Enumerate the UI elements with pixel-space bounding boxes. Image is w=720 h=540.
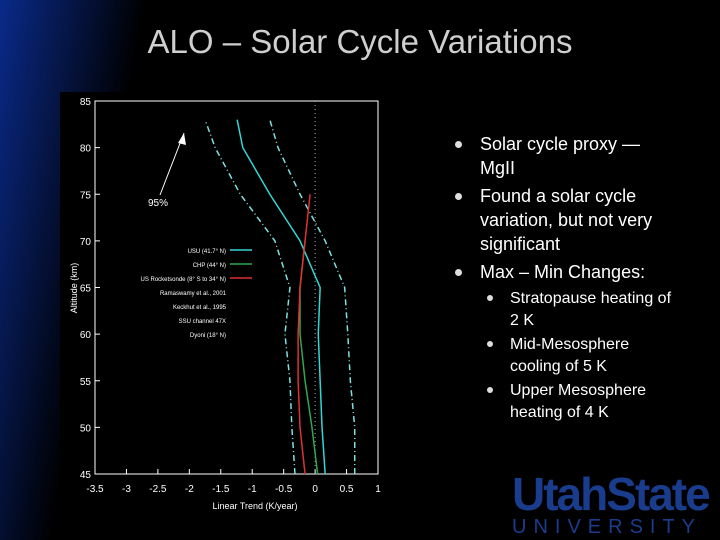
y-tick-label: 80 <box>80 144 92 155</box>
confidence-bound <box>204 119 296 475</box>
bullet-text: Max – Min Changes: <box>480 262 646 282</box>
sub-bullet-dot <box>487 295 493 301</box>
legend-entry: US Rocketsonde (8° S to 34° N) <box>140 277 226 283</box>
x-tick-label: -2.5 <box>149 484 167 495</box>
y-axis-label: Altitude (km) <box>69 263 79 314</box>
x-tick-label: -1.5 <box>212 484 230 495</box>
bullet-dot <box>455 193 462 200</box>
series-line <box>297 194 311 475</box>
y-tick-label: 85 <box>80 97 92 108</box>
x-axis-label: Linear Trend (K/year) <box>212 501 297 511</box>
x-tick-label: -1 <box>248 484 257 495</box>
y-tick-label: 50 <box>80 423 92 434</box>
confidence-bound <box>269 119 356 474</box>
legend-note: Keckhut et al., 1995 <box>173 305 227 311</box>
y-tick-label: 70 <box>80 237 92 248</box>
x-tick-label: -3 <box>122 484 131 495</box>
legend-note: Dyoni (18° N) <box>190 333 226 339</box>
annotation: 95% <box>148 198 168 209</box>
series-line <box>236 119 326 475</box>
legend-note: Ramaswamy et al., 2001 <box>160 291 227 297</box>
y-tick-label: 55 <box>80 377 92 388</box>
bullet-text: Solar cycle proxy — MgII <box>480 134 641 178</box>
x-tick-label: -2 <box>185 484 194 495</box>
sub-bullet-dot <box>487 341 493 347</box>
x-tick-label: 0 <box>312 484 318 495</box>
x-tick-label: -3.5 <box>86 484 104 495</box>
sub-bullet-text: Upper Mesosphere heating of 4 K <box>510 382 647 421</box>
y-tick-label: 45 <box>80 470 92 481</box>
slide-title: ALO – Solar Cycle Variations <box>148 23 573 60</box>
bullet-dot <box>455 269 462 276</box>
logo-university: UNIVERSITY <box>512 516 702 538</box>
y-tick-label: 75 <box>80 190 92 201</box>
logo-name: UtahState <box>512 468 710 520</box>
bullet-text: Found a solar cycle variation, but not v… <box>480 186 653 254</box>
chart-panel <box>60 92 390 526</box>
x-tick-label: 1 <box>375 484 381 495</box>
y-tick-label: 65 <box>80 284 92 295</box>
y-tick-label: 60 <box>80 330 92 341</box>
bullet-dot <box>455 141 462 148</box>
sub-bullet-dot <box>487 387 493 393</box>
arrow-head <box>178 133 186 145</box>
x-tick-label: -0.5 <box>275 484 293 495</box>
legend-note: SSU channel 47X <box>179 319 226 325</box>
legend-entry: USU (41.7° N) <box>188 249 226 255</box>
sub-bullet-text: Stratopause heating of 2 K <box>510 290 672 329</box>
legend-entry: CHP (44° N) <box>193 263 226 269</box>
sub-bullet-text: Mid-Mesosphere cooling of 5 K <box>510 336 630 375</box>
x-tick-label: 0.5 <box>340 484 354 495</box>
